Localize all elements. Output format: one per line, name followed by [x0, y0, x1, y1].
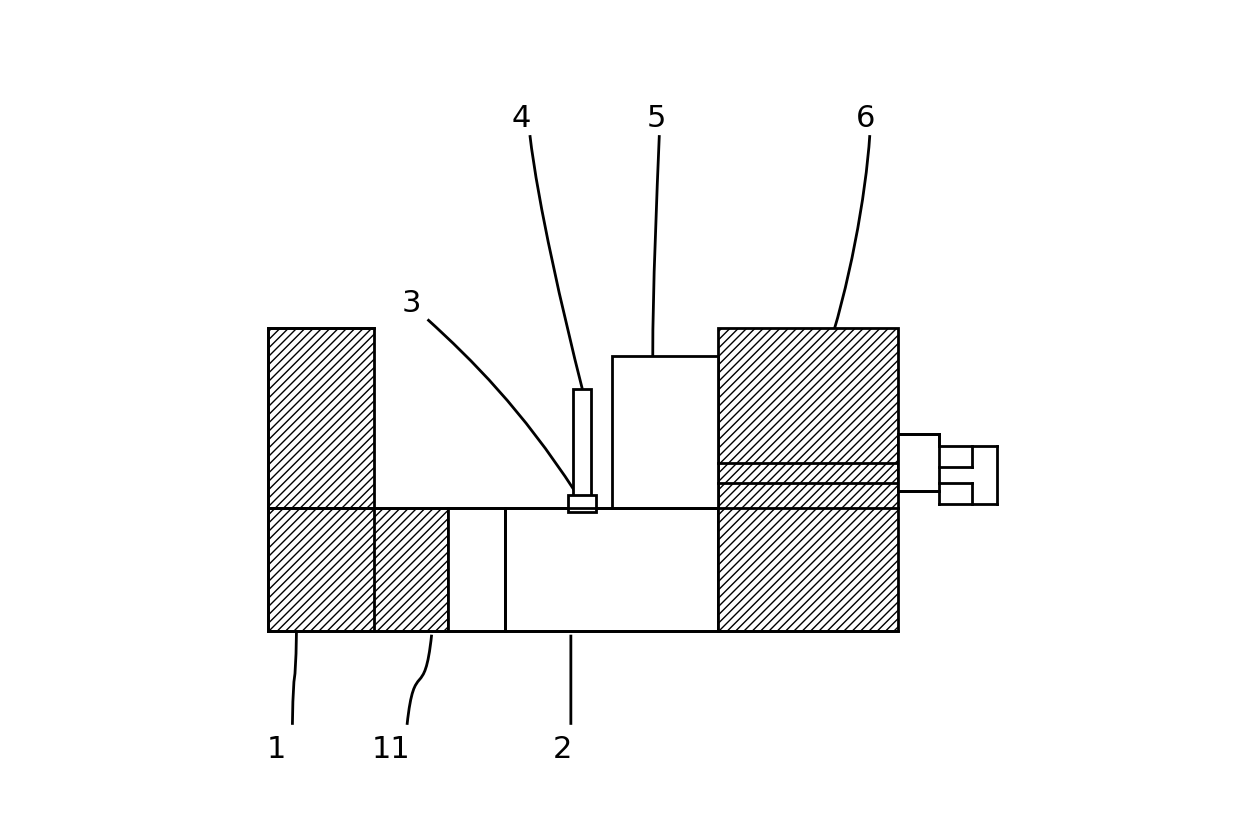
Bar	[268, 508, 448, 631]
Bar	[448, 508, 506, 631]
Bar	[268, 328, 374, 508]
Bar	[899, 434, 940, 491]
Text: 3: 3	[402, 288, 420, 318]
Text: 6: 6	[856, 104, 875, 133]
Text: 1: 1	[267, 735, 285, 764]
Text: 11: 11	[371, 735, 410, 764]
Bar	[568, 495, 596, 512]
Text: 2: 2	[553, 735, 573, 764]
Bar	[611, 356, 718, 508]
Text: 5: 5	[647, 104, 667, 133]
Bar	[718, 328, 899, 631]
Text: 4: 4	[512, 104, 532, 133]
Bar	[573, 389, 591, 508]
Bar	[506, 508, 718, 631]
